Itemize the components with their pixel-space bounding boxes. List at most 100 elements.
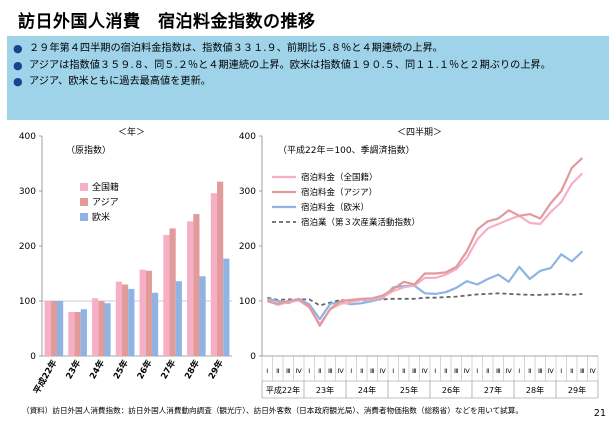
quarter-label: Ⅱ — [360, 367, 363, 375]
year-label: 26年 — [442, 385, 460, 395]
quarter-label: Ⅰ — [560, 367, 562, 375]
y-tick-label: 300 — [239, 187, 256, 197]
y-tick-label: 300 — [19, 187, 36, 197]
bar — [115, 281, 123, 356]
legend-label: 宿泊料金（全国籍） — [301, 172, 378, 183]
quarter-label: Ⅰ — [434, 367, 436, 375]
year-label: 27年 — [484, 385, 502, 395]
legend-label: 全国籍 — [92, 181, 119, 193]
quarter-label: Ⅱ — [528, 367, 531, 375]
quarter-label: Ⅳ — [590, 367, 596, 375]
bar — [139, 269, 146, 356]
bar — [223, 258, 230, 356]
quarter-label: Ⅳ — [548, 367, 554, 375]
quarter-label: Ⅳ — [296, 367, 302, 375]
quarter-label: Ⅰ — [476, 367, 478, 375]
bar — [74, 312, 81, 356]
bullet-dot-icon: ● — [13, 42, 23, 55]
series-line — [267, 292, 583, 307]
bar — [56, 301, 64, 356]
legend-label: 宿泊料金（アジア） — [301, 187, 377, 198]
legend-swatch — [80, 213, 88, 221]
quarter-label: Ⅲ — [286, 367, 290, 375]
page-title: 訪日外国人消費 宿泊料金指数の推移 — [18, 12, 316, 32]
y-tick-label: 100 — [19, 297, 36, 307]
bar — [80, 309, 87, 356]
bar — [175, 281, 182, 356]
bar — [217, 181, 224, 356]
bar — [68, 312, 75, 356]
quarterly-chart-ylabel: （平成22年＝100、季調済指数） — [278, 146, 415, 156]
quarter-label: Ⅲ — [496, 367, 500, 375]
legend-swatch — [80, 198, 88, 206]
bullet-dot-icon: ● — [13, 75, 23, 88]
bar — [92, 298, 99, 356]
bullet-dot-icon: ● — [13, 58, 23, 72]
legend-swatch — [80, 183, 88, 191]
quarter-label: Ⅱ — [276, 367, 279, 375]
bar — [50, 301, 57, 356]
summary-bullet-text: アジアは指数値３５９.８、同５.２％と４期連続の上昇。欧米は指数値１９０.５、同… — [29, 59, 551, 71]
summary-bullet-text: アジア、欧米ともに過去最高値を更新。 — [29, 76, 211, 87]
summary-bullet-text: ２９年第４四半期の宿泊料金指数は、指数値３３１.９、前期比５.８％と４期連続の上… — [29, 43, 443, 54]
annual-chart-title: ＜年＞ — [118, 128, 146, 138]
bar — [145, 270, 152, 356]
y-tick-label: 0 — [250, 352, 256, 362]
y-tick-label: 100 — [239, 297, 256, 307]
bar — [98, 301, 105, 356]
series-line — [267, 250, 584, 321]
quarter-label: Ⅲ — [454, 367, 458, 375]
bar — [104, 303, 111, 356]
bar — [169, 228, 176, 356]
legend-label: 宿泊業（第３次産業活動指数） — [301, 217, 420, 228]
bar — [128, 288, 135, 356]
bar — [163, 235, 170, 356]
quarter-label: Ⅳ — [422, 367, 428, 375]
bar — [151, 292, 159, 356]
year-label: 29年 — [568, 385, 586, 395]
bar — [193, 214, 200, 356]
y-tick-label: 400 — [239, 132, 256, 142]
bar — [187, 221, 194, 356]
quarter-label: Ⅱ — [570, 367, 573, 375]
annual-chart-ylabel: （原指数） — [66, 146, 112, 156]
quarter-label: Ⅰ — [392, 367, 394, 375]
bar — [122, 284, 129, 356]
legend-label: 宿泊料金（欧米） — [301, 202, 369, 213]
quarter-label: Ⅱ — [444, 367, 447, 375]
bar — [210, 193, 218, 356]
quarter-label: Ⅲ — [370, 367, 374, 375]
quarter-label: Ⅱ — [402, 367, 405, 375]
y-tick-label: 0 — [30, 352, 36, 362]
bar — [44, 301, 51, 356]
quarter-label: Ⅰ — [308, 367, 310, 375]
summary-bullet: ● ２９年第４四半期の宿泊料金指数は、指数値３３１.９、前期比５.８％と４期連続… — [13, 42, 601, 56]
quarter-label: Ⅳ — [464, 367, 470, 375]
y-tick-label: 400 — [19, 132, 36, 142]
source-note: （資料）訪日外国人消費指数：訪日外国人消費動向調査（観光庁）、訪日外客数（日本政… — [22, 406, 523, 415]
year-label: 23年 — [316, 385, 334, 395]
quarter-label: Ⅲ — [580, 367, 584, 375]
quarter-label: Ⅲ — [412, 367, 416, 375]
series-line — [267, 157, 584, 327]
y-tick-label: 200 — [239, 242, 256, 252]
year-label: 平成22年 — [266, 385, 300, 395]
y-tick-label: 200 — [19, 242, 36, 252]
quarter-label: Ⅰ — [518, 367, 520, 375]
quarter-label: Ⅰ — [266, 367, 268, 375]
quarter-label: Ⅲ — [538, 367, 542, 375]
quarter-label: Ⅲ — [328, 367, 332, 375]
year-label: 28年 — [526, 385, 544, 395]
quarter-label: Ⅱ — [318, 367, 321, 375]
quarter-label: Ⅳ — [338, 367, 344, 375]
bar — [199, 276, 206, 356]
quarter-label: Ⅳ — [506, 367, 512, 375]
quarter-label: Ⅰ — [350, 367, 352, 375]
quarter-label: Ⅱ — [486, 367, 489, 375]
summary-bullet: ● アジアは指数値３５９.８、同５.２％と４期連続の上昇。欧米は指数値１９０.５… — [13, 59, 601, 73]
page-number: 21 — [593, 408, 606, 419]
quarter-label: Ⅳ — [380, 367, 386, 375]
summary-box: ● ２９年第４四半期の宿泊料金指数は、指数値３３１.９、前期比５.８％と４期連続… — [7, 36, 609, 120]
